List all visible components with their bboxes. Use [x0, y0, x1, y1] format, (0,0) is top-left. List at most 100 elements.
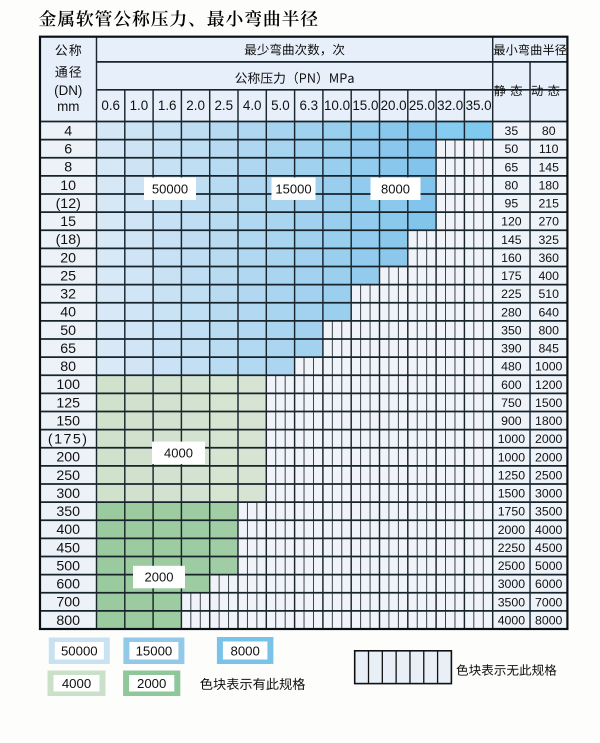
svg-text:15000: 15000: [136, 644, 173, 659]
svg-text:1200: 1200: [535, 378, 563, 392]
svg-text:510: 510: [538, 287, 559, 301]
svg-text:8: 8: [64, 160, 72, 176]
svg-text:700: 700: [56, 595, 80, 611]
svg-text:15.0: 15.0: [352, 98, 378, 113]
svg-text:800: 800: [56, 613, 80, 629]
svg-text:10.0: 10.0: [324, 98, 350, 113]
svg-text:80: 80: [542, 124, 556, 138]
svg-text:225: 225: [501, 287, 522, 301]
svg-text:65: 65: [505, 160, 519, 174]
svg-text:15: 15: [60, 214, 76, 230]
svg-text:180: 180: [538, 178, 559, 192]
svg-text:25: 25: [60, 269, 76, 285]
svg-text:145: 145: [538, 160, 559, 174]
svg-text:2000: 2000: [535, 432, 563, 446]
svg-text:2000: 2000: [498, 523, 526, 537]
svg-text:1.0: 1.0: [130, 98, 149, 113]
svg-text:145: 145: [501, 233, 522, 247]
svg-text:150: 150: [56, 414, 80, 430]
svg-text:20.0: 20.0: [381, 98, 407, 113]
svg-text:4500: 4500: [535, 541, 563, 555]
svg-text:160: 160: [501, 251, 522, 265]
svg-text:325: 325: [538, 233, 559, 247]
svg-text:(175): (175): [48, 432, 89, 448]
svg-text:50000: 50000: [152, 181, 188, 196]
svg-text:2.5: 2.5: [214, 98, 233, 113]
svg-text:4000: 4000: [535, 523, 563, 537]
svg-text:7000: 7000: [535, 595, 563, 609]
svg-text:4000: 4000: [498, 613, 526, 627]
svg-text:(DN): (DN): [54, 83, 82, 98]
svg-text:15000: 15000: [275, 181, 311, 196]
svg-text:280: 280: [501, 305, 522, 319]
svg-text:8000: 8000: [381, 181, 410, 196]
svg-text:8000: 8000: [535, 613, 563, 627]
svg-text:2250: 2250: [498, 541, 526, 555]
svg-text:1250: 1250: [498, 468, 526, 482]
svg-text:400: 400: [56, 522, 80, 538]
svg-text:1750: 1750: [498, 505, 526, 519]
svg-text:5.0: 5.0: [271, 98, 290, 113]
svg-text:175: 175: [501, 269, 522, 283]
svg-text:80: 80: [505, 178, 519, 192]
svg-text:360: 360: [538, 251, 559, 265]
svg-text:480: 480: [501, 360, 522, 374]
svg-text:3500: 3500: [535, 505, 563, 519]
svg-text:110: 110: [539, 142, 559, 156]
svg-text:120: 120: [501, 215, 522, 229]
svg-text:6000: 6000: [535, 577, 563, 591]
svg-text:1000: 1000: [498, 432, 526, 446]
svg-text:10: 10: [60, 178, 76, 194]
svg-text:4000: 4000: [62, 676, 91, 691]
svg-text:270: 270: [538, 215, 559, 229]
svg-text:300: 300: [56, 486, 80, 502]
svg-text:95: 95: [505, 197, 519, 211]
svg-text:40: 40: [60, 305, 76, 321]
svg-text:4000: 4000: [164, 446, 193, 461]
svg-text:3000: 3000: [498, 577, 526, 591]
svg-text:450: 450: [56, 540, 80, 556]
svg-text:2500: 2500: [535, 468, 563, 482]
svg-text:4: 4: [64, 124, 72, 140]
svg-text:100: 100: [56, 377, 80, 393]
svg-text:(12): (12): [56, 196, 81, 212]
svg-text:640: 640: [538, 305, 559, 319]
svg-text:250: 250: [56, 468, 80, 484]
svg-text:65: 65: [60, 341, 76, 357]
svg-text:390: 390: [501, 342, 522, 356]
svg-text:600: 600: [501, 378, 522, 392]
svg-text:6: 6: [64, 142, 72, 158]
svg-text:845: 845: [538, 342, 559, 356]
svg-text:1000: 1000: [498, 450, 526, 464]
svg-text:32: 32: [60, 287, 76, 303]
svg-text:4.0: 4.0: [243, 98, 262, 113]
svg-text:5000: 5000: [535, 559, 563, 573]
svg-text:50: 50: [60, 323, 76, 339]
svg-text:600: 600: [56, 577, 80, 593]
svg-text:1500: 1500: [498, 487, 526, 501]
svg-text:400: 400: [538, 269, 559, 283]
svg-text:1000: 1000: [535, 360, 563, 374]
svg-text:32.0: 32.0: [437, 98, 463, 113]
svg-text:750: 750: [501, 396, 522, 410]
svg-text:50: 50: [505, 142, 519, 156]
svg-text:800: 800: [538, 323, 559, 337]
svg-text:mm: mm: [57, 99, 79, 114]
svg-text:2000: 2000: [535, 450, 563, 464]
svg-text:2500: 2500: [498, 559, 526, 573]
svg-text:8000: 8000: [231, 643, 260, 658]
svg-text:200: 200: [56, 450, 80, 466]
svg-text:350: 350: [501, 323, 522, 337]
svg-text:20: 20: [60, 250, 76, 266]
svg-text:900: 900: [501, 414, 522, 428]
svg-text:0.6: 0.6: [101, 98, 120, 113]
svg-text:2000: 2000: [145, 570, 174, 585]
svg-text:3000: 3000: [535, 487, 563, 501]
svg-text:1800: 1800: [535, 414, 563, 428]
svg-text:3500: 3500: [498, 595, 526, 609]
svg-text:25.0: 25.0: [409, 98, 435, 113]
svg-text:125: 125: [56, 395, 80, 411]
svg-text:1500: 1500: [535, 396, 563, 410]
svg-text:(18): (18): [56, 232, 81, 248]
svg-text:350: 350: [56, 504, 80, 520]
